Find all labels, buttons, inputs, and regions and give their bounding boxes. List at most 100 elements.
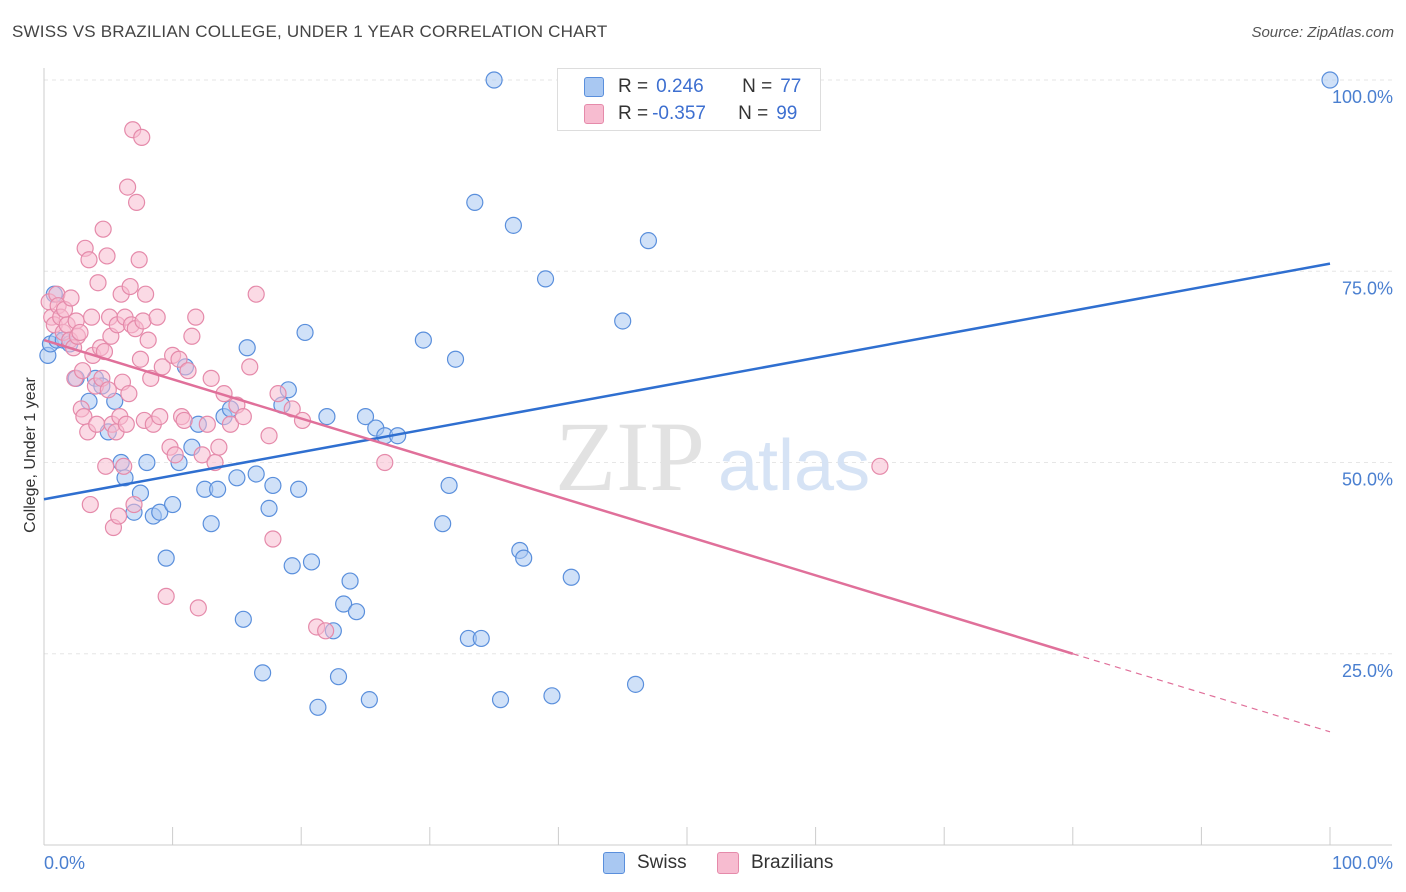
- swiss-swatch: [584, 77, 604, 97]
- brazilian-point: [189, 599, 207, 617]
- source-credit: Source: ZipAtlas.com: [1251, 24, 1394, 41]
- brazilian-point: [241, 358, 259, 376]
- swiss-n-label: N =: [742, 76, 773, 97]
- swiss-legend-label: Swiss: [637, 852, 687, 873]
- chart-title: SWISS VS BRAZILIAN COLLEGE, UNDER 1 YEAR…: [12, 22, 608, 41]
- swiss-point: [157, 549, 175, 567]
- watermark-zip: ZIP: [555, 401, 705, 512]
- series-legend: Swiss Brazilians: [0, 852, 1406, 878]
- legend-row-swiss: R = 0.246 N = 77: [584, 75, 801, 99]
- brazilian-trend-line: [43, 338, 1074, 655]
- swiss-point: [209, 480, 227, 498]
- brazilian-point: [151, 408, 169, 426]
- swiss-point: [356, 408, 375, 426]
- watermark-atlas: atlas: [718, 426, 870, 506]
- swiss-point: [296, 323, 314, 342]
- legend-item-swiss[interactable]: Swiss: [603, 852, 687, 874]
- brazilian-point: [210, 438, 228, 456]
- brazilian-point: [115, 457, 133, 475]
- y-tick-label-50: 50.0%: [1342, 470, 1393, 490]
- swiss-point: [254, 664, 272, 682]
- swiss-point: [639, 232, 658, 250]
- swiss-point: [202, 515, 220, 533]
- brazilian-point: [109, 507, 128, 525]
- brazilian-point: [170, 350, 188, 368]
- brazilian-point: [133, 128, 151, 146]
- swiss-point: [238, 339, 256, 357]
- swiss-point: [309, 698, 327, 716]
- brazilians-swatch: [584, 104, 604, 124]
- legend-row-brazilians: R = -0.357 N = 99: [584, 102, 797, 126]
- swiss-point: [466, 193, 484, 211]
- x-tick-label-max: 100.0%: [1332, 853, 1393, 873]
- brazilian-point: [81, 495, 99, 514]
- swiss-point: [329, 668, 348, 686]
- brazilian-point: [871, 457, 889, 475]
- brazilian-point: [82, 308, 101, 326]
- brazilian-point: [187, 308, 205, 326]
- swiss-point: [440, 476, 458, 495]
- brazilian-point: [80, 251, 98, 269]
- brazilian-point: [73, 362, 92, 380]
- swiss-point: [1321, 71, 1339, 89]
- brazilian-point: [317, 622, 335, 640]
- brazilian-point: [134, 312, 152, 330]
- swiss-point: [543, 687, 561, 705]
- tick-labels: 25.0% 50.0% 75.0% 100.0% 0.0% 100.0%: [44, 87, 1393, 873]
- swiss-point: [491, 691, 510, 709]
- brazilian-point: [127, 193, 146, 211]
- brazilian-point: [175, 411, 193, 430]
- swiss-point: [318, 408, 336, 426]
- swiss-point: [626, 675, 645, 693]
- x-tick-label-min: 0.0%: [44, 853, 85, 873]
- y-tick-label-100: 100.0%: [1332, 87, 1393, 107]
- swiss-point: [151, 503, 169, 521]
- swiss-point: [138, 453, 156, 472]
- brazilians-r-value: -0.357: [652, 103, 706, 124]
- swiss-point: [562, 568, 580, 586]
- brazilian-point: [234, 408, 252, 426]
- brazilian-point: [89, 274, 107, 292]
- swiss-point: [234, 610, 252, 628]
- brazilian-point: [148, 308, 166, 326]
- brazilian-point: [121, 277, 139, 296]
- brazilian-point: [125, 495, 143, 514]
- legend-item-brazilians[interactable]: Brazilians: [717, 852, 833, 874]
- brazilian-point: [269, 385, 287, 403]
- brazilian-point: [71, 323, 89, 342]
- gridlines: [44, 79, 1392, 655]
- swiss-point: [446, 350, 465, 368]
- trend-lines: [43, 262, 1331, 733]
- brazilian-point: [247, 285, 265, 303]
- swiss-point: [536, 270, 555, 288]
- swiss-point: [347, 603, 366, 621]
- swiss-point: [260, 499, 278, 517]
- swiss-point: [164, 495, 182, 514]
- swiss-r-value: 0.246: [656, 76, 704, 97]
- swiss-point: [504, 216, 522, 234]
- swiss-points: [39, 71, 1339, 716]
- brazilian-point: [179, 362, 197, 380]
- brazilian-point: [99, 381, 117, 399]
- swiss-point: [515, 549, 533, 567]
- brazilian-point: [118, 178, 137, 196]
- brazilian-point: [202, 369, 220, 387]
- swiss-point: [414, 331, 432, 349]
- swiss-point: [341, 572, 359, 590]
- swiss-point: [247, 465, 265, 483]
- swiss-n-value: 77: [780, 76, 802, 97]
- swiss-r-label: R =: [618, 76, 649, 97]
- y-axis-label: College, Under 1 year: [22, 377, 39, 533]
- brazilian-point: [264, 530, 282, 548]
- brazilian-point: [166, 446, 184, 464]
- y-tick-label-25: 25.0%: [1342, 661, 1393, 681]
- brazilian-point: [97, 457, 115, 475]
- brazilian-point: [376, 453, 394, 472]
- brazilian-point: [157, 587, 175, 605]
- brazilian-point: [98, 247, 116, 265]
- brazilian-point: [94, 220, 112, 238]
- swiss-point: [434, 515, 452, 533]
- brazilian-point: [139, 331, 157, 349]
- swiss-point: [614, 312, 632, 330]
